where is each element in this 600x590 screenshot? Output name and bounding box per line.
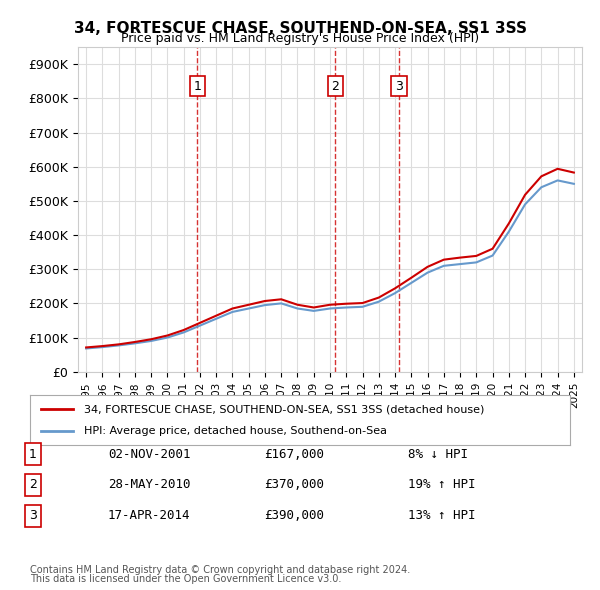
Text: Price paid vs. HM Land Registry's House Price Index (HPI): Price paid vs. HM Land Registry's House …: [121, 32, 479, 45]
Text: 17-APR-2014: 17-APR-2014: [108, 509, 191, 522]
Text: 34, FORTESCUE CHASE, SOUTHEND-ON-SEA, SS1 3SS: 34, FORTESCUE CHASE, SOUTHEND-ON-SEA, SS…: [74, 21, 527, 35]
Text: 1: 1: [29, 448, 37, 461]
Text: £370,000: £370,000: [264, 478, 324, 491]
Text: This data is licensed under the Open Government Licence v3.0.: This data is licensed under the Open Gov…: [30, 574, 341, 584]
Text: 2: 2: [331, 80, 340, 93]
Text: 8% ↓ HPI: 8% ↓ HPI: [408, 448, 468, 461]
Text: 2: 2: [29, 478, 37, 491]
Text: 19% ↑ HPI: 19% ↑ HPI: [408, 478, 476, 491]
Text: 13% ↑ HPI: 13% ↑ HPI: [408, 509, 476, 522]
Text: 1: 1: [193, 80, 201, 93]
Text: 3: 3: [395, 80, 403, 93]
Text: 28-MAY-2010: 28-MAY-2010: [108, 478, 191, 491]
Text: 34, FORTESCUE CHASE, SOUTHEND-ON-SEA, SS1 3SS (detached house): 34, FORTESCUE CHASE, SOUTHEND-ON-SEA, SS…: [84, 404, 484, 414]
Text: Contains HM Land Registry data © Crown copyright and database right 2024.: Contains HM Land Registry data © Crown c…: [30, 565, 410, 575]
Text: HPI: Average price, detached house, Southend-on-Sea: HPI: Average price, detached house, Sout…: [84, 427, 387, 437]
Text: 02-NOV-2001: 02-NOV-2001: [108, 448, 191, 461]
Text: £167,000: £167,000: [264, 448, 324, 461]
Text: 3: 3: [29, 509, 37, 522]
Text: £390,000: £390,000: [264, 509, 324, 522]
